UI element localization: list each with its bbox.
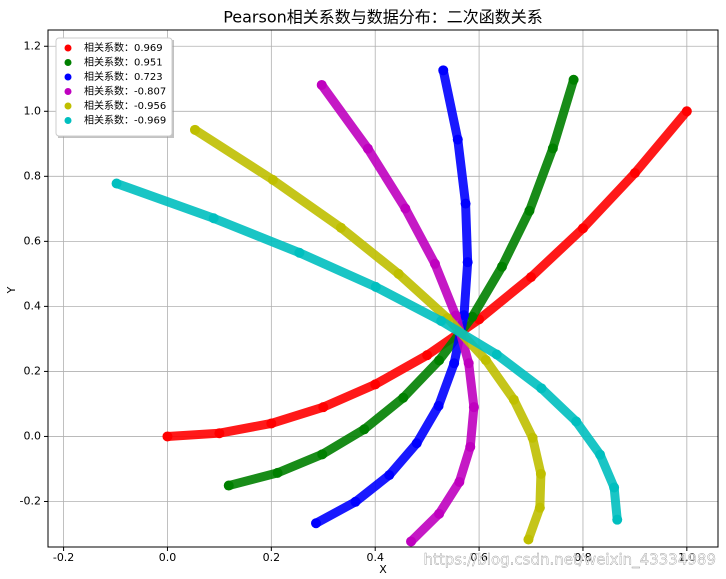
scatter-point	[467, 311, 478, 322]
x-tick-label: 0.0	[159, 551, 177, 564]
scatter-point	[526, 272, 537, 283]
y-tick-label: 0.8	[24, 169, 42, 182]
scatter-point	[496, 261, 507, 272]
scatter-point	[463, 358, 474, 369]
scatter-point	[681, 106, 692, 117]
scatter-point	[294, 247, 305, 258]
scatter-point	[272, 467, 283, 478]
y-tick-label: 0.0	[24, 429, 42, 442]
scatter-point	[370, 281, 381, 292]
scatter-point	[316, 79, 327, 90]
y-tick-label: 0.2	[24, 364, 42, 377]
scatter-point	[311, 518, 321, 529]
scatter-point	[359, 424, 370, 435]
scatter-point	[612, 514, 623, 525]
scatter-point	[318, 402, 329, 413]
y-axis-label: Y	[5, 286, 18, 294]
scatter-point	[449, 358, 460, 369]
scatter-point	[422, 350, 433, 361]
scatter-point	[429, 258, 440, 269]
scatter-point	[335, 222, 346, 233]
legend-label: 相关系数：-0.969	[84, 114, 166, 127]
legend-label: 相关系数：0.969	[84, 41, 163, 54]
scatter-point	[609, 482, 620, 493]
y-tick-label: 0.4	[24, 299, 42, 312]
scatter-point	[535, 468, 546, 479]
scatter-point	[536, 383, 547, 394]
y-tick-label: 0.6	[24, 234, 42, 247]
scatter-point	[459, 310, 470, 321]
x-tick-label: 0.4	[366, 551, 384, 564]
x-tick-label: 1.0	[678, 551, 696, 564]
scatter-point	[508, 394, 519, 405]
scatter-point	[370, 379, 381, 390]
scatter-point	[223, 480, 234, 491]
y-tick-label: -0.2	[20, 494, 41, 507]
scatter-point	[433, 400, 444, 411]
scatter-point	[267, 174, 278, 185]
scatter-point	[595, 449, 606, 460]
legend-marker	[64, 88, 72, 95]
scatter-point	[454, 476, 465, 487]
scatter-point	[629, 168, 640, 179]
legend-marker	[64, 102, 72, 110]
scatter-point	[436, 316, 447, 327]
scatter-point	[460, 198, 471, 209]
scatter-point	[547, 143, 558, 154]
scatter-point	[362, 143, 373, 154]
scatter-point	[406, 536, 417, 547]
scatter-point	[468, 402, 479, 413]
scatter-point	[434, 508, 445, 519]
scatter-point	[208, 213, 219, 224]
scatter-point	[434, 355, 445, 366]
legend-marker	[64, 117, 72, 124]
legend-label: 相关系数：-0.956	[84, 99, 166, 112]
legend-label: 相关系数：-0.807	[84, 85, 166, 98]
scatter-point	[438, 65, 449, 76]
scatter-point	[189, 124, 200, 135]
x-axis-label: X	[379, 563, 387, 576]
scatter-point	[384, 470, 395, 481]
scatter-point	[568, 74, 579, 85]
legend-marker	[64, 73, 72, 81]
x-tick-label: -0.2	[53, 551, 74, 564]
legend-marker	[64, 44, 72, 52]
scatter-point	[462, 257, 473, 268]
scatter-point	[480, 355, 491, 366]
x-tick-label: 0.2	[263, 551, 281, 564]
legend-label: 相关系数：0.951	[84, 56, 163, 69]
scatter-point	[214, 428, 225, 439]
plot-frame	[47, 29, 719, 548]
legend-marker	[64, 59, 72, 66]
legend-label: 相关系数：0.723	[84, 70, 163, 83]
scatter-point	[577, 223, 588, 234]
scatter-point	[317, 449, 328, 460]
legend-frame	[55, 37, 173, 137]
scatter-point	[534, 502, 545, 513]
scatter-point	[393, 268, 404, 279]
scatter-point	[527, 432, 538, 443]
scatter-point	[524, 205, 535, 216]
scatter-point	[465, 441, 476, 452]
scatter-point	[491, 349, 502, 360]
scatter-point	[400, 203, 411, 214]
scatter-point	[571, 416, 582, 427]
scatter-point	[162, 431, 173, 442]
scatter-point	[350, 496, 361, 507]
watermark: https://blog.csdn.net/weixin_43334989	[423, 551, 716, 570]
scatter-point	[398, 392, 409, 403]
scatter-point	[111, 178, 122, 189]
y-tick-label: 1.2	[24, 39, 42, 52]
scatter-point	[523, 534, 534, 545]
scatter-point	[452, 134, 463, 145]
y-tick-label: 1.0	[24, 104, 42, 117]
x-tick-label: 0.6	[470, 551, 488, 564]
scatter-point	[411, 438, 422, 449]
scatter-point	[266, 418, 277, 429]
x-tick-label: 0.8	[574, 551, 592, 564]
chart-title: Pearson相关系数与数据分布：二次函数关系	[223, 8, 543, 27]
